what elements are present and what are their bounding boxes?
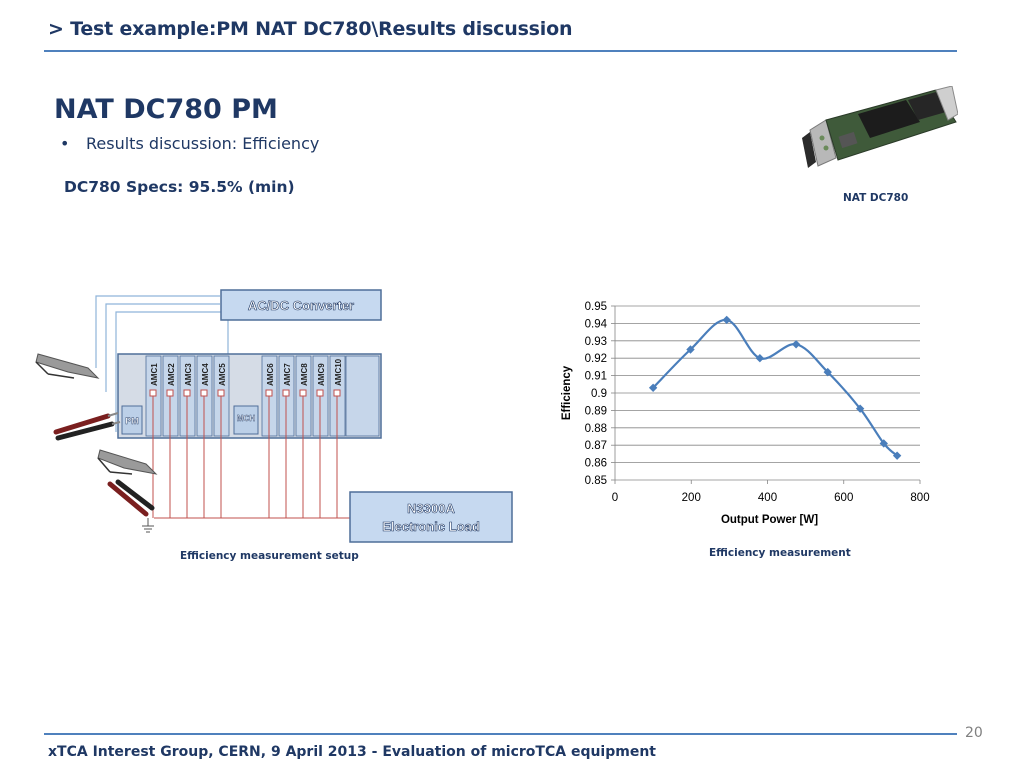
electronic-load-box — [349, 491, 513, 543]
amc-connector — [183, 389, 191, 397]
mch-label: MCH — [237, 414, 255, 423]
header-rule — [44, 50, 957, 52]
x-tick-label: 0 — [612, 492, 618, 504]
pm-slot — [121, 405, 143, 435]
efficiency-chart: 0.85 0.86 0.87 0.88 0.89 0.9 0.91 0.92 0.93 0.94 0… — [561, 301, 930, 526]
setup-caption: Efficiency measurement setup — [180, 550, 359, 562]
header-title: > Test example:PM NAT DC780\Results disc… — [48, 18, 573, 40]
board-front-handle — [802, 132, 816, 168]
board-led — [819, 135, 825, 141]
board-heatsink — [858, 100, 920, 138]
amc-connector — [316, 389, 324, 397]
slide-title: NAT DC780 PM — [54, 94, 278, 125]
data-point — [648, 383, 658, 392]
x-tick-label: 400 — [758, 492, 777, 504]
bullet-text: Results discussion: Efficiency — [86, 134, 320, 153]
y-tick-label: 0.89 — [585, 405, 607, 417]
board-component — [838, 131, 858, 149]
setup-diagram: AC/DC Converter PM MCH AMC1 AMC2 AMC3 AMC4 A… — [35, 289, 513, 543]
board-heatsink-2 — [908, 92, 946, 120]
y-tick-label: 0.93 — [585, 336, 607, 348]
load-wires — [152, 396, 338, 518]
amc-connector — [299, 389, 307, 397]
series-line — [652, 318, 898, 457]
amc-label: AMC4 — [201, 363, 210, 386]
converter-label: AC/DC Converter — [248, 298, 354, 313]
amc-label: AMC7 — [283, 363, 292, 386]
y-tick-label: 0.87 — [585, 440, 607, 452]
footer-text: xTCA Interest Group, CERN, 9 April 2013 … — [48, 744, 656, 760]
amc-connector — [282, 389, 290, 397]
amc-label: AMC9 — [317, 363, 326, 386]
current-probe-icon-2 — [97, 449, 158, 475]
pm-label: PM — [125, 416, 139, 426]
amc-slots: AMC1 AMC2 AMC3 AMC4 AMC5 AMC6 AMC7 AMC8 AMC9 AMC1… — [145, 355, 380, 437]
y-axis-label: Efficiency — [561, 365, 573, 420]
data-point — [755, 354, 765, 363]
footer-rule — [44, 733, 957, 735]
amc-label: AMC8 — [300, 363, 309, 386]
data-point — [892, 451, 902, 460]
amc-connector — [217, 389, 225, 397]
mch-slot — [233, 405, 259, 435]
y-tick-label: 0.88 — [585, 423, 607, 435]
board-led — [823, 145, 829, 151]
test-leads-icon-2 — [107, 479, 155, 517]
converter-box — [220, 289, 382, 321]
amc-connector — [333, 389, 341, 397]
bullet-item: • Results discussion: Efficiency — [60, 134, 319, 153]
amc-connector — [200, 389, 208, 397]
amc-label: AMC10 — [334, 358, 343, 386]
data-point — [791, 340, 801, 349]
board-faceplate — [809, 119, 837, 167]
ground-icon — [142, 518, 154, 533]
empty-slot — [345, 355, 380, 437]
converter-line-1 — [95, 295, 220, 368]
data-point — [722, 315, 731, 325]
x-axis-label: Output Power [W] — [721, 514, 818, 526]
converter-line-2 — [105, 303, 220, 392]
x-tick-label: 200 — [682, 492, 701, 504]
load-label-line2: Electronic Load — [382, 519, 480, 534]
current-probe-icon — [35, 353, 100, 379]
load-label-line1: N3300A — [407, 501, 455, 516]
amc-connector — [166, 389, 174, 397]
board-connector — [935, 86, 958, 121]
amc-label: AMC2 — [167, 363, 176, 386]
x-tick-label: 800 — [910, 492, 929, 504]
y-tick-label: 0.92 — [585, 353, 607, 365]
amc-label: AMC1 — [150, 363, 159, 386]
board-photo — [802, 86, 958, 168]
chart-caption: Efficiency measurement — [709, 547, 851, 559]
specs-text: DC780 Specs: 95.5% (min) — [64, 178, 295, 196]
x-tick-label: 600 — [834, 492, 853, 504]
data-point — [879, 439, 888, 448]
amc-label: AMC5 — [218, 363, 227, 386]
bullet-marker: • — [60, 134, 70, 153]
converter-line-3 — [115, 311, 220, 432]
board-caption: NAT DC780 — [843, 192, 909, 204]
page-number: 20 — [965, 725, 983, 741]
amc-label: AMC3 — [184, 363, 193, 386]
y-tick-label: 0.9 — [591, 388, 607, 400]
amc-connector — [265, 389, 273, 397]
y-tick-label: 0.94 — [585, 318, 608, 330]
y-tick-label: 0.85 — [585, 475, 607, 487]
y-tick-label: 0.91 — [585, 371, 607, 383]
test-leads-icon — [53, 412, 121, 441]
y-tick-label: 0.95 — [585, 301, 607, 313]
amc-label: AMC6 — [266, 363, 275, 386]
amc-connector — [149, 389, 157, 397]
y-tick-label: 0.86 — [585, 458, 607, 470]
